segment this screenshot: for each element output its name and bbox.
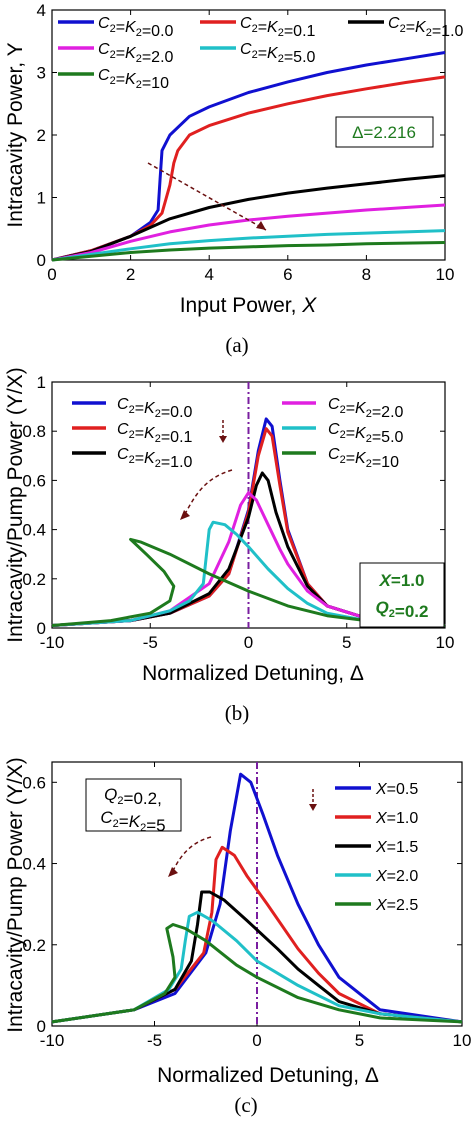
y-tick-label: 0.4 <box>22 855 46 874</box>
y-tick-label: 3 <box>37 64 46 83</box>
panel-caption: (a) <box>225 333 248 357</box>
series-line-6 <box>51 537 446 627</box>
series-line-1 <box>51 772 463 1024</box>
y-tick-label: 0.2 <box>22 570 46 589</box>
x-tick-label: 5 <box>342 633 351 652</box>
y-tick-label: 0 <box>37 251 46 270</box>
series-line-6 <box>51 241 446 262</box>
y-tick-label: 2 <box>37 126 46 145</box>
legend-label: C2=K2=0.1 <box>240 15 316 40</box>
y-tick-label: 4 <box>37 1 46 20</box>
panel-a: 0 2 4 6 8 10 0 1 2 3 4 Input Power, X Intracavity Po… <box>4 1 464 357</box>
x-tick-label: 5 <box>355 1031 364 1050</box>
y-tick-label: 1 <box>37 373 46 392</box>
x-axis-label: Normalized Detuning, Δ <box>142 662 364 685</box>
curve-arrow <box>183 469 233 517</box>
panel-caption: (b) <box>225 701 250 725</box>
legend-label: X=2.0 <box>375 868 418 885</box>
params-annotation-line: Q2=0.2 <box>376 598 429 621</box>
series-line-5 <box>51 229 446 262</box>
curve-arrow-head <box>180 510 190 520</box>
panel-c: -10 -5 0 5 10 0 0.2 0.4 0.6 Normalized Detuning, … <box>4 757 471 1117</box>
legend-label: X=1.5 <box>375 839 418 856</box>
series-line-4 <box>51 491 446 627</box>
legend-label: C2=K2=10 <box>98 67 169 92</box>
y-tick-label: 0.6 <box>22 773 46 792</box>
curve-arrow <box>171 836 212 874</box>
panel-b: -10 -5 0 5 10 0 0.2 0.4 0.6 0.8 1 Normalized Detuni… <box>4 367 454 725</box>
y-tick-label: 0 <box>37 619 46 638</box>
x-tick-label: -10 <box>40 1031 65 1050</box>
legend-label: C2=K2=0.0 <box>98 15 174 40</box>
panel-caption: (c) <box>234 1093 257 1117</box>
y-axis-label: Intracavity Power, Y <box>4 42 27 227</box>
x-tick-label: 0 <box>47 265 56 284</box>
y-tick-label: 1 <box>37 189 46 208</box>
legend-label: X=1.0 <box>375 810 418 827</box>
y-tick-label: 0 <box>37 1017 46 1036</box>
legend-label: C2=K2=0.1 <box>117 421 193 446</box>
series-line-2 <box>51 845 463 1024</box>
params-annotation-box <box>85 778 182 832</box>
params-annotation-line: C2=K2=5 <box>100 808 165 835</box>
x-axis-label: Normalized Detuning, Δ <box>157 1064 379 1087</box>
legend-label: C2=K2=2.0 <box>328 396 404 421</box>
params-annotation-line: X=1.0 <box>379 571 425 590</box>
x-tick-label: 6 <box>283 265 292 284</box>
legend-label: C2=K2=5.0 <box>328 421 404 446</box>
y-tick-label: 0.8 <box>22 422 46 441</box>
x-tick-label: 2 <box>126 265 135 284</box>
delta-annotation: Δ=2.216 <box>352 123 416 142</box>
x-tick-label: 4 <box>204 265 213 284</box>
trend-arrow-head <box>256 221 266 230</box>
trend-arrow <box>147 162 267 231</box>
params-annotation-line: Q2=0.2, <box>104 785 162 808</box>
x-tick-label: 10 <box>453 1031 472 1050</box>
y-tick-label: 0.4 <box>22 521 46 540</box>
y-axis-label: Intracavity/Pump Power (Y/X) <box>4 757 27 1032</box>
down-arrow-head <box>219 436 227 443</box>
legend-label: C2=K2=1.0 <box>117 446 193 471</box>
down-arrow-head <box>309 804 317 811</box>
legend-label: C2=K2=2.0 <box>98 41 174 66</box>
legend-label: C2=K2=5.0 <box>240 41 316 66</box>
x-tick-label: 8 <box>362 265 371 284</box>
x-axis-label: Input Power, X <box>180 294 318 317</box>
legend-label: C2=K2=0.0 <box>117 396 193 421</box>
x-tick-label: 10 <box>436 265 455 284</box>
y-tick-label: 0.2 <box>22 936 46 955</box>
legend-label: C2=K2=10 <box>328 446 399 471</box>
params-annotation-box <box>359 562 445 628</box>
x-tick-label: 0 <box>252 1031 261 1050</box>
curve-arrow-head <box>168 867 178 877</box>
y-tick-label: 0.6 <box>22 471 46 490</box>
x-tick-label: -5 <box>143 633 158 652</box>
legend-label: X=2.5 <box>375 897 418 914</box>
series-line-3 <box>51 174 446 262</box>
x-tick-label: -10 <box>40 633 65 652</box>
series-line-5 <box>51 520 446 627</box>
series-line-3 <box>51 890 463 1024</box>
delta-annotation-box <box>335 116 434 148</box>
x-tick-label: 0 <box>244 633 253 652</box>
legend-label: X=0.5 <box>375 781 418 798</box>
x-tick-label: -5 <box>147 1031 162 1050</box>
series-line-5 <box>51 923 463 1024</box>
legend-label: C2=K2=1.0 <box>388 15 464 40</box>
y-axis-label: Intracavity/Pump Power (Y/X) <box>4 367 27 642</box>
x-tick-label: 10 <box>436 633 455 652</box>
